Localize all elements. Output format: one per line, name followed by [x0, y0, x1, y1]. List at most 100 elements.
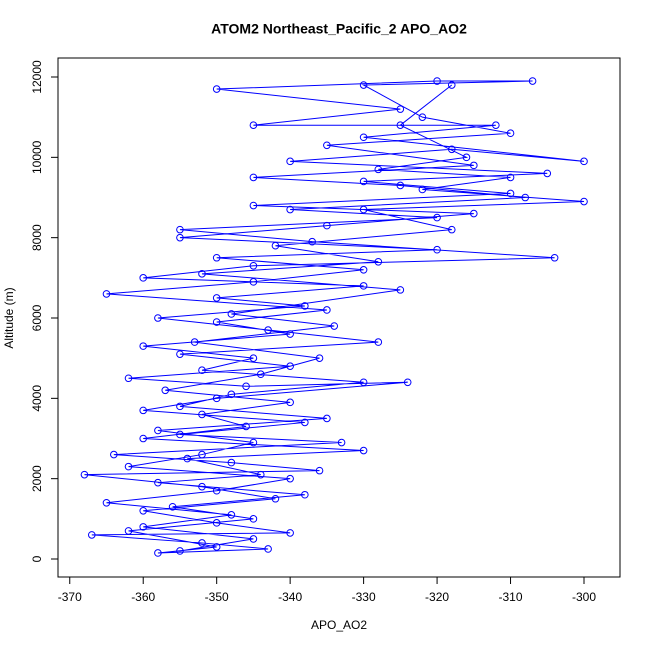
point	[506, 129, 515, 138]
point	[139, 434, 148, 443]
point	[580, 157, 588, 166]
point	[249, 278, 258, 286]
point	[198, 539, 206, 547]
point	[227, 310, 236, 318]
point	[176, 350, 184, 358]
point	[323, 306, 331, 314]
y-tick-label: 12000	[30, 60, 44, 94]
point	[418, 113, 427, 121]
point	[433, 213, 441, 222]
point	[308, 237, 316, 246]
point	[154, 314, 162, 322]
point	[139, 342, 148, 350]
point	[176, 430, 184, 439]
x-tick-label: -310	[499, 590, 523, 604]
point	[286, 157, 294, 166]
point	[301, 490, 309, 499]
point	[139, 406, 148, 415]
point	[315, 354, 324, 362]
point	[374, 165, 383, 174]
point	[470, 161, 478, 170]
point	[161, 386, 170, 395]
point	[359, 378, 368, 387]
point	[286, 529, 294, 537]
point	[315, 466, 324, 475]
point	[212, 253, 221, 262]
point	[359, 81, 368, 89]
point	[124, 527, 133, 535]
point	[198, 410, 206, 419]
point	[323, 414, 331, 423]
point	[271, 494, 280, 503]
point	[286, 398, 294, 407]
point	[301, 418, 309, 427]
point	[433, 245, 441, 254]
point	[506, 189, 515, 198]
point	[580, 197, 588, 206]
point	[418, 185, 427, 194]
point	[374, 338, 383, 346]
y-axis-label: Altitude (m)	[2, 287, 16, 348]
point	[212, 486, 221, 495]
point	[521, 193, 530, 202]
point	[242, 382, 250, 391]
point	[528, 77, 537, 85]
point	[139, 523, 148, 531]
point	[139, 507, 148, 515]
point	[323, 141, 331, 150]
point	[183, 454, 192, 463]
point	[359, 266, 368, 274]
point	[462, 153, 471, 162]
point	[359, 282, 368, 290]
point	[242, 422, 250, 431]
point	[176, 402, 184, 411]
point	[433, 77, 441, 85]
x-axis-label: APO_AO2	[311, 618, 367, 632]
y-tick-label: 0	[30, 555, 44, 562]
point	[124, 374, 133, 383]
point	[227, 458, 236, 467]
point	[264, 545, 272, 553]
y-tick-label: 10000	[30, 140, 44, 174]
point	[227, 390, 236, 399]
point	[359, 205, 368, 214]
point	[227, 511, 236, 519]
point	[330, 322, 339, 330]
point	[396, 286, 405, 294]
point	[212, 294, 221, 302]
point	[249, 261, 258, 270]
point	[102, 498, 111, 507]
point	[212, 543, 221, 551]
point	[286, 474, 294, 483]
point	[176, 233, 184, 242]
point	[286, 330, 294, 338]
point	[271, 241, 280, 250]
point	[447, 225, 456, 234]
point	[198, 270, 206, 278]
x-tick-label: -360	[131, 590, 155, 604]
point	[249, 515, 258, 523]
point	[396, 121, 405, 129]
point	[374, 257, 383, 266]
y-tick-label: 8000	[30, 224, 44, 251]
point	[470, 209, 478, 218]
point	[212, 318, 221, 326]
point	[396, 181, 405, 190]
point	[550, 253, 559, 262]
point	[102, 290, 111, 298]
point	[359, 446, 368, 455]
point	[337, 438, 346, 447]
point	[139, 274, 148, 282]
point	[256, 470, 265, 479]
point	[359, 177, 368, 186]
point	[543, 169, 552, 178]
point	[256, 370, 265, 379]
point	[249, 121, 258, 129]
point	[249, 535, 258, 543]
point	[176, 547, 184, 555]
point	[492, 121, 500, 129]
point	[168, 502, 177, 511]
x-tick-label: -300	[572, 590, 596, 604]
point	[87, 531, 96, 539]
